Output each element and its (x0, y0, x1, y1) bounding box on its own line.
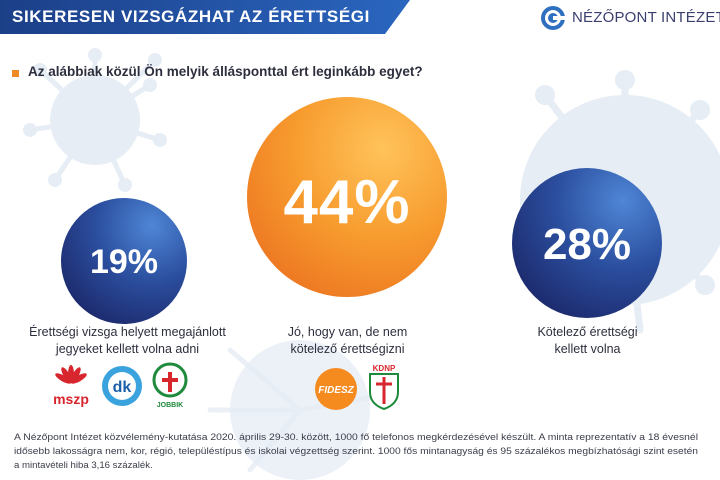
fidesz-logo: FIDESZ (315, 368, 357, 410)
dk-logo: dk (102, 366, 142, 406)
mszp-wordmark: mszp (53, 391, 89, 407)
brand-name: NÉZŐPONT INTÉZET (572, 9, 720, 26)
category-label-line: Érettségi vizsga helyett megajánlott (29, 325, 226, 339)
value-label-option-3: 28% (542, 220, 632, 269)
dk-wordmark: dk (113, 379, 132, 396)
question-bullet (12, 70, 19, 77)
mszp-logo: mszp (53, 365, 89, 407)
header-title: SIKERESEN VIZSGÁZHAT AZ ÉRETTSÉGI (12, 7, 370, 26)
jobbik-logo: JOBBIK (152, 362, 188, 409)
brand-logo: NÉZŐPONT INTÉZET (540, 5, 720, 31)
category-label-option-2: Jó, hogy van, de nem kötelező érettségiz… (270, 324, 425, 358)
kdnp-logo: KDNP (369, 364, 399, 410)
category-label-line: Kötelező érettségi (537, 325, 638, 339)
value-label-option-2: 44% (283, 168, 411, 237)
category-label-line: kellett volna (554, 342, 621, 356)
category-label-line: Jó, hogy van, de nem (287, 325, 408, 339)
header-banner (0, 0, 410, 34)
category-label-option-1: Érettségi vizsga helyett megajánlott jeg… (15, 324, 240, 358)
jobbik-wordmark: JOBBIK (157, 402, 183, 409)
fidesz-wordmark: FIDESZ (318, 385, 354, 396)
nezopont-logo-icon (541, 6, 565, 30)
bubble-option-1: 19% (61, 198, 187, 324)
footnote-line: A Nézőpont Intézet közvélemény-kutatása … (14, 432, 698, 443)
survey-question: Az alábbiak közül Ön melyik állásponttal… (28, 64, 423, 79)
category-label-line: jegyeket kellett volna adni (55, 342, 200, 356)
value-label-option-1: 19% (89, 243, 159, 281)
category-label-option-3: Kötelező érettségi kellett volna (530, 324, 645, 358)
bubble-option-3: 28% (512, 168, 662, 318)
footnote-line: a mintavételi hiba 3,16 százalék. (14, 460, 153, 471)
category-label-line: kötelező érettségizni (290, 342, 405, 356)
kdnp-wordmark: KDNP (373, 364, 396, 373)
virus-left-icon (23, 48, 167, 192)
footnote-line: idősebb lakosságra nem, kor, régió, tele… (14, 446, 698, 457)
bubble-option-2: 44% (247, 97, 447, 297)
